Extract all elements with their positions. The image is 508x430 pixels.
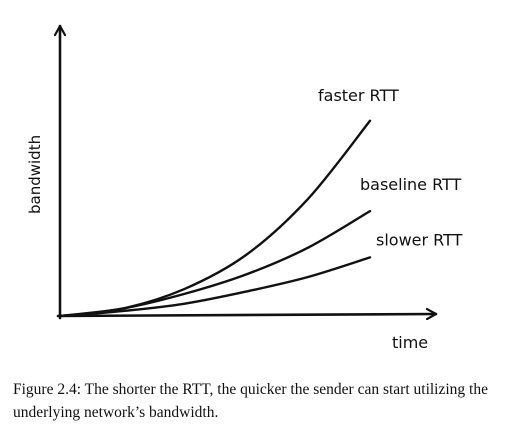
chart-labels: faster RTT baseline RTT slower RTT time band…: [26, 86, 463, 352]
series-line-baseline-rtt: [58, 209, 372, 318]
y-axis-label: bandwidth: [26, 135, 44, 214]
series-label-baseline-rtt: baseline RTT: [360, 175, 462, 194]
chart-canvas: faster RTT baseline RTT slower RTT time band…: [26, 24, 463, 352]
series-label-slower-rtt: slower RTT: [376, 230, 463, 249]
series-label-faster-rtt: faster RTT: [318, 86, 399, 105]
series-line-slower-rtt: [58, 256, 372, 318]
series-line-faster-rtt: [58, 119, 372, 318]
figure-caption: Figure 2.4: The shorter the RTT, the qui…: [13, 381, 488, 421]
x-axis-arrow: [56, 314, 438, 316]
series-lines: [58, 119, 372, 318]
axes: [56, 24, 438, 318]
bandwidth-chart: faster RTT baseline RTT slower RTT time band…: [26, 24, 463, 352]
x-axis-label: time: [392, 333, 428, 352]
